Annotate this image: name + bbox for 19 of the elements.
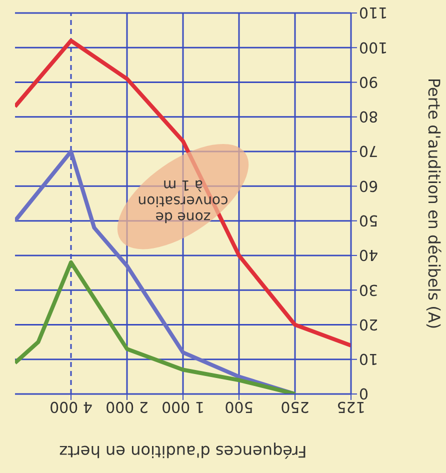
y-tick-label: 30 — [359, 280, 378, 299]
x-tick-label: 1 000 — [162, 398, 204, 416]
y-tick-label: 90 — [359, 72, 378, 91]
annotation: zone de conversation à 1 m — [138, 176, 228, 225]
y-tick-label: 50 — [359, 211, 378, 230]
y-tick-label: 100 — [359, 38, 388, 56]
y-tick-label: 20 — [359, 315, 378, 334]
x-axis-title: Fréquences d'audition en hertz — [59, 442, 307, 461]
x-tick-label: 250 — [280, 398, 310, 416]
y-tick-label: 80 — [359, 108, 378, 126]
y-tick-label: 110 — [359, 4, 388, 22]
y-axis-title: Perte d'audition en décibels (A) — [424, 78, 444, 330]
x-tick-label: 500 — [224, 398, 254, 416]
y-tick-label: 70 — [359, 142, 378, 160]
y-tick-label: 10 — [359, 350, 378, 368]
y-tick-label: 60 — [359, 176, 378, 195]
x-tick-label: 4 000 — [50, 398, 92, 416]
y-tick-label: 40 — [359, 246, 378, 264]
x-tick-label: 2 000 — [106, 398, 148, 416]
